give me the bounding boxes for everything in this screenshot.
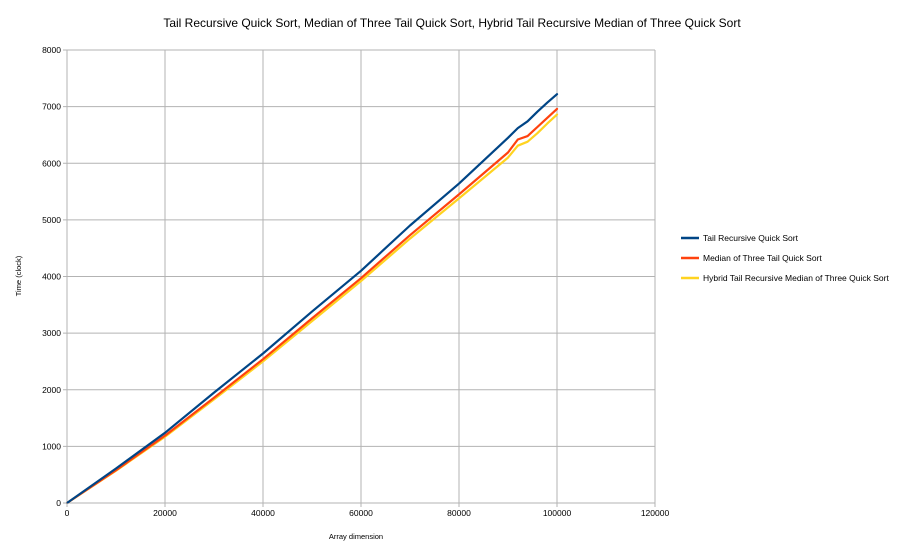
series-line [65, 93, 559, 505]
series-line [65, 107, 559, 505]
x-tick-label: 100000 [543, 508, 572, 518]
x-tick-label: 40000 [251, 508, 275, 518]
y-tick-label: 8000 [42, 45, 61, 55]
legend: Tail Recursive Quick Sort Median of Three… [681, 233, 889, 283]
legend-label: Hybrid Tail Recursive Median of Three Qu… [703, 273, 889, 283]
x-tick-label: 60000 [349, 508, 373, 518]
y-tick-label: 1000 [42, 441, 61, 451]
x-tick-label: 80000 [447, 508, 471, 518]
x-axis-label: Array dimension [329, 532, 383, 541]
y-axis-label: Time (clock) [14, 255, 23, 296]
x-tick-label: 20000 [153, 508, 177, 518]
y-tick-label: 0 [56, 498, 61, 508]
y-tick-label: 4000 [42, 272, 61, 282]
series-group [65, 93, 559, 505]
y-tick-label: 2000 [42, 385, 61, 395]
y-tick-label: 3000 [42, 328, 61, 338]
y-tick-label: 5000 [42, 215, 61, 225]
chart-title: Tail Recursive Quick Sort, Median of Thr… [163, 16, 741, 30]
axes: 0 20000 40000 60000 80000 100000 120000 0 1000 20… [42, 45, 669, 518]
legend-label: Tail Recursive Quick Sort [703, 233, 799, 243]
x-tick-label: 120000 [641, 508, 670, 518]
y-tick-label: 6000 [42, 158, 61, 168]
y-tick-label: 7000 [42, 102, 61, 112]
legend-label: Median of Three Tail Quick Sort [703, 253, 822, 263]
x-tick-label: 0 [65, 508, 70, 518]
grid [66, 49, 656, 504]
